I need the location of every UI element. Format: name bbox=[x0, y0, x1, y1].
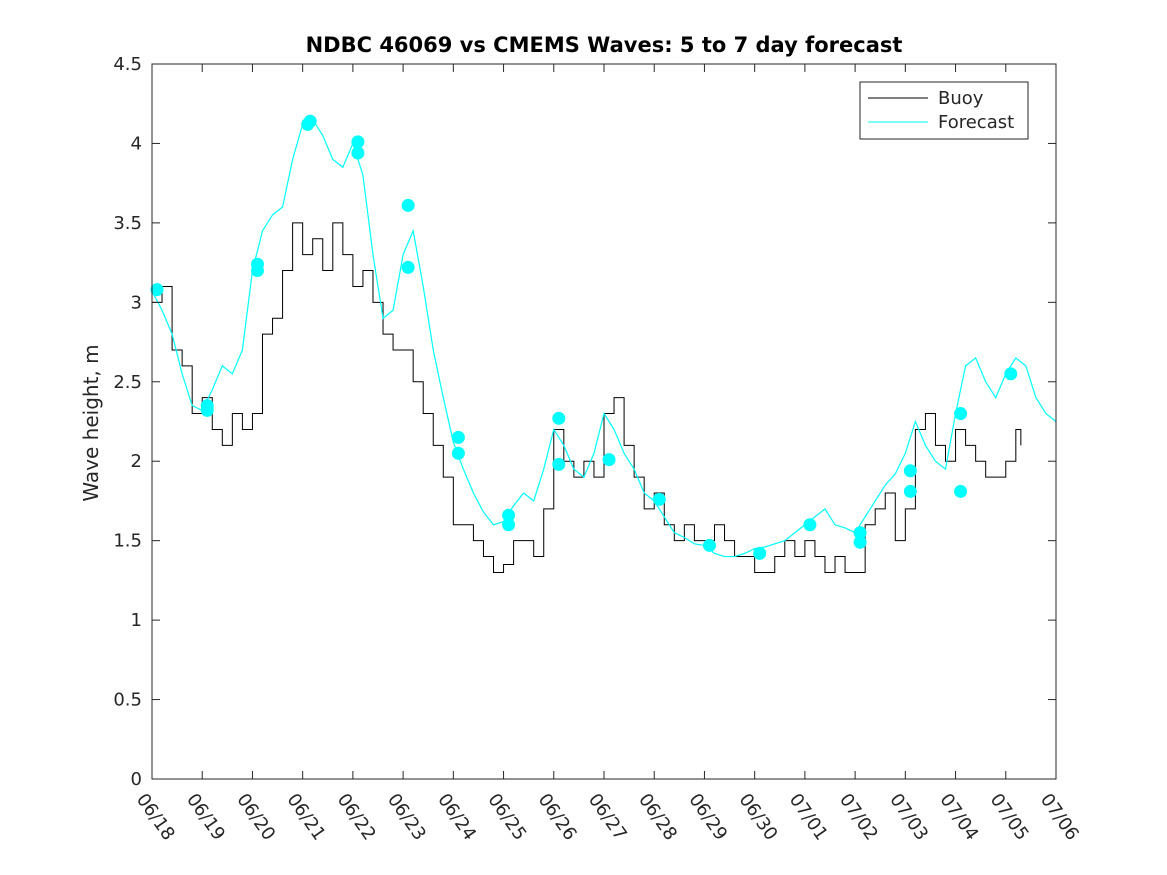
x-tick-label: 06/29 bbox=[684, 790, 731, 845]
forecast-marker bbox=[954, 484, 968, 498]
forecast-marker bbox=[853, 535, 867, 549]
y-tick-label: 3 bbox=[131, 292, 142, 313]
forecast-marker bbox=[401, 260, 415, 274]
x-tick-label: 07/06 bbox=[1036, 790, 1083, 845]
x-tick-label: 06/22 bbox=[333, 790, 380, 845]
forecast-marker bbox=[753, 546, 767, 560]
x-tick-label: 06/19 bbox=[182, 790, 229, 845]
forecast-marker bbox=[652, 492, 666, 506]
forecast-marker bbox=[1004, 367, 1018, 381]
x-tick-label: 06/18 bbox=[132, 790, 179, 845]
y-axis-label: Wave height, m bbox=[79, 344, 103, 501]
legend-buoy-label: Buoy bbox=[938, 88, 984, 109]
y-tick-label: 2 bbox=[131, 451, 142, 472]
x-tick-label: 06/24 bbox=[433, 790, 480, 845]
buoy-series bbox=[152, 222, 1022, 573]
x-tick-label: 07/04 bbox=[935, 790, 982, 845]
x-tick-label: 06/28 bbox=[634, 790, 681, 845]
x-tick-label: 06/27 bbox=[584, 790, 631, 845]
x-tick-label: 07/01 bbox=[785, 790, 832, 845]
buoy-line bbox=[152, 222, 1022, 573]
legend: Buoy Forecast bbox=[859, 81, 1029, 140]
y-tick-label: 3.5 bbox=[113, 213, 142, 234]
legend-box bbox=[859, 81, 1029, 140]
forecast-marker bbox=[351, 135, 365, 149]
forecast-marker bbox=[451, 446, 465, 460]
forecast-marker bbox=[853, 526, 867, 540]
forecast-marker bbox=[903, 484, 917, 498]
forecast-markers bbox=[150, 114, 1018, 560]
x-tick-label: 07/05 bbox=[986, 790, 1033, 845]
y-tick-label: 0.5 bbox=[113, 690, 142, 711]
x-tick-label: 06/26 bbox=[534, 790, 581, 845]
y-tick-label: 0 bbox=[131, 769, 142, 790]
y-tick-label: 1.5 bbox=[113, 531, 142, 552]
forecast-marker bbox=[702, 538, 716, 552]
forecast-marker bbox=[552, 411, 566, 425]
forecast-marker bbox=[351, 146, 365, 160]
x-tick-label: 07/03 bbox=[885, 790, 932, 845]
forecast-marker bbox=[552, 457, 566, 471]
x-tick-label: 06/20 bbox=[232, 790, 279, 845]
forecast-marker bbox=[150, 283, 164, 297]
x-tick-label: 06/25 bbox=[483, 790, 530, 845]
y-tick-label: 4 bbox=[131, 133, 142, 154]
x-tick-label: 06/30 bbox=[735, 790, 782, 845]
forecast-marker bbox=[954, 407, 968, 421]
forecast-marker bbox=[200, 403, 214, 417]
forecast-marker bbox=[602, 453, 616, 467]
x-tick-label: 06/23 bbox=[383, 790, 430, 845]
x-tick-label: 07/02 bbox=[835, 790, 882, 845]
forecast-marker bbox=[502, 518, 516, 532]
y-tick-label: 1 bbox=[131, 610, 142, 631]
y-axis: 0 0.5 1 1.5 2 2.5 3 3.5 4 4.5 bbox=[113, 54, 1056, 790]
forecast-marker bbox=[250, 264, 264, 278]
forecast-marker bbox=[451, 430, 465, 444]
y-tick-label: 2.5 bbox=[113, 372, 142, 393]
forecast-marker bbox=[502, 508, 516, 522]
chart-title: NDBC 46069 vs CMEMS Waves: 5 to 7 day fo… bbox=[306, 33, 903, 57]
forecast-marker bbox=[803, 518, 817, 532]
forecast-marker bbox=[303, 114, 317, 128]
forecast-marker bbox=[903, 464, 917, 478]
x-tick-label: 06/21 bbox=[283, 790, 330, 845]
legend-forecast-label: Forecast bbox=[938, 112, 1014, 133]
forecast-marker bbox=[401, 198, 415, 212]
y-tick-label: 4.5 bbox=[113, 54, 142, 75]
